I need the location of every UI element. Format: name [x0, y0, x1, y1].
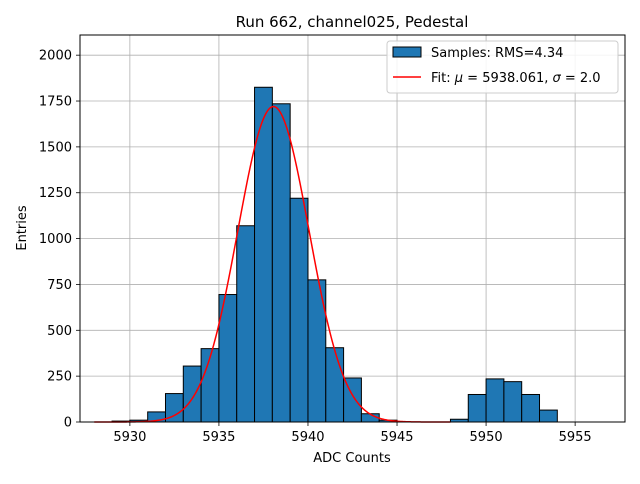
- fit-curve: [94, 105, 451, 423]
- y-tick-label: 750: [47, 278, 72, 293]
- histogram-bar: [236, 225, 256, 423]
- legend-fit-mu-symbol: μ: [454, 71, 463, 86]
- histogram-bar: [182, 365, 202, 423]
- x-tick-label: 5930: [113, 430, 146, 445]
- histogram-bar: [289, 197, 309, 423]
- legend-frame: [386, 40, 619, 94]
- legend-swatch-samples: [392, 46, 422, 58]
- x-tick-label: 5945: [380, 430, 413, 445]
- legend-fit-sigma-symbol: σ: [553, 71, 562, 86]
- y-tick-label: 1250: [39, 186, 72, 201]
- histogram-bar: [271, 103, 291, 423]
- x-axis-label: ADC Counts: [313, 451, 391, 466]
- y-tick-label: 1000: [39, 232, 72, 247]
- legend-fit-mu-value: = 5938.061,: [463, 71, 552, 86]
- histogram-bar: [539, 409, 558, 423]
- legend-fit-prefix: Fit:: [431, 71, 455, 86]
- y-tick-label: 250: [47, 370, 72, 385]
- x-tick-label: 5955: [559, 430, 592, 445]
- plot-frame: [79, 34, 626, 423]
- histogram-bar: [503, 381, 523, 423]
- legend-fit-sigma-value: = 2.0: [561, 71, 601, 86]
- chart-title: Run 662, channel025, Pedestal: [236, 13, 469, 31]
- y-axis-ticks: 0 250 500 750 1000 1250 1500 1750 2000: [39, 49, 80, 431]
- y-tick-label: 1750: [39, 95, 72, 110]
- legend: Samples: RMS=4.34 Fit: μ = 5938.061, σ =…: [386, 40, 619, 94]
- histogram-bars: [111, 86, 558, 423]
- x-tick-label: 5935: [202, 430, 235, 445]
- x-tick-label: 5950: [470, 430, 503, 445]
- y-axis-label: Entries: [15, 205, 30, 251]
- y-tick-label: 0: [64, 416, 72, 431]
- histogram-bar: [485, 378, 505, 423]
- legend-label-fit: Fit: μ = 5938.061, σ = 2.0: [431, 71, 601, 86]
- grid-lines: [80, 35, 625, 423]
- x-axis-ticks: 5930 5935 5940 5945 5950 5955: [113, 422, 592, 445]
- y-tick-label: 2000: [39, 49, 72, 64]
- histogram-bar: [521, 393, 541, 423]
- legend-label-samples: Samples: RMS=4.34: [431, 46, 563, 61]
- y-tick-label: 1500: [39, 140, 72, 155]
- x-tick-label: 5940: [291, 430, 324, 445]
- histogram-bar: [325, 347, 345, 423]
- y-tick-label: 500: [47, 324, 72, 339]
- histogram-bar: [467, 393, 487, 423]
